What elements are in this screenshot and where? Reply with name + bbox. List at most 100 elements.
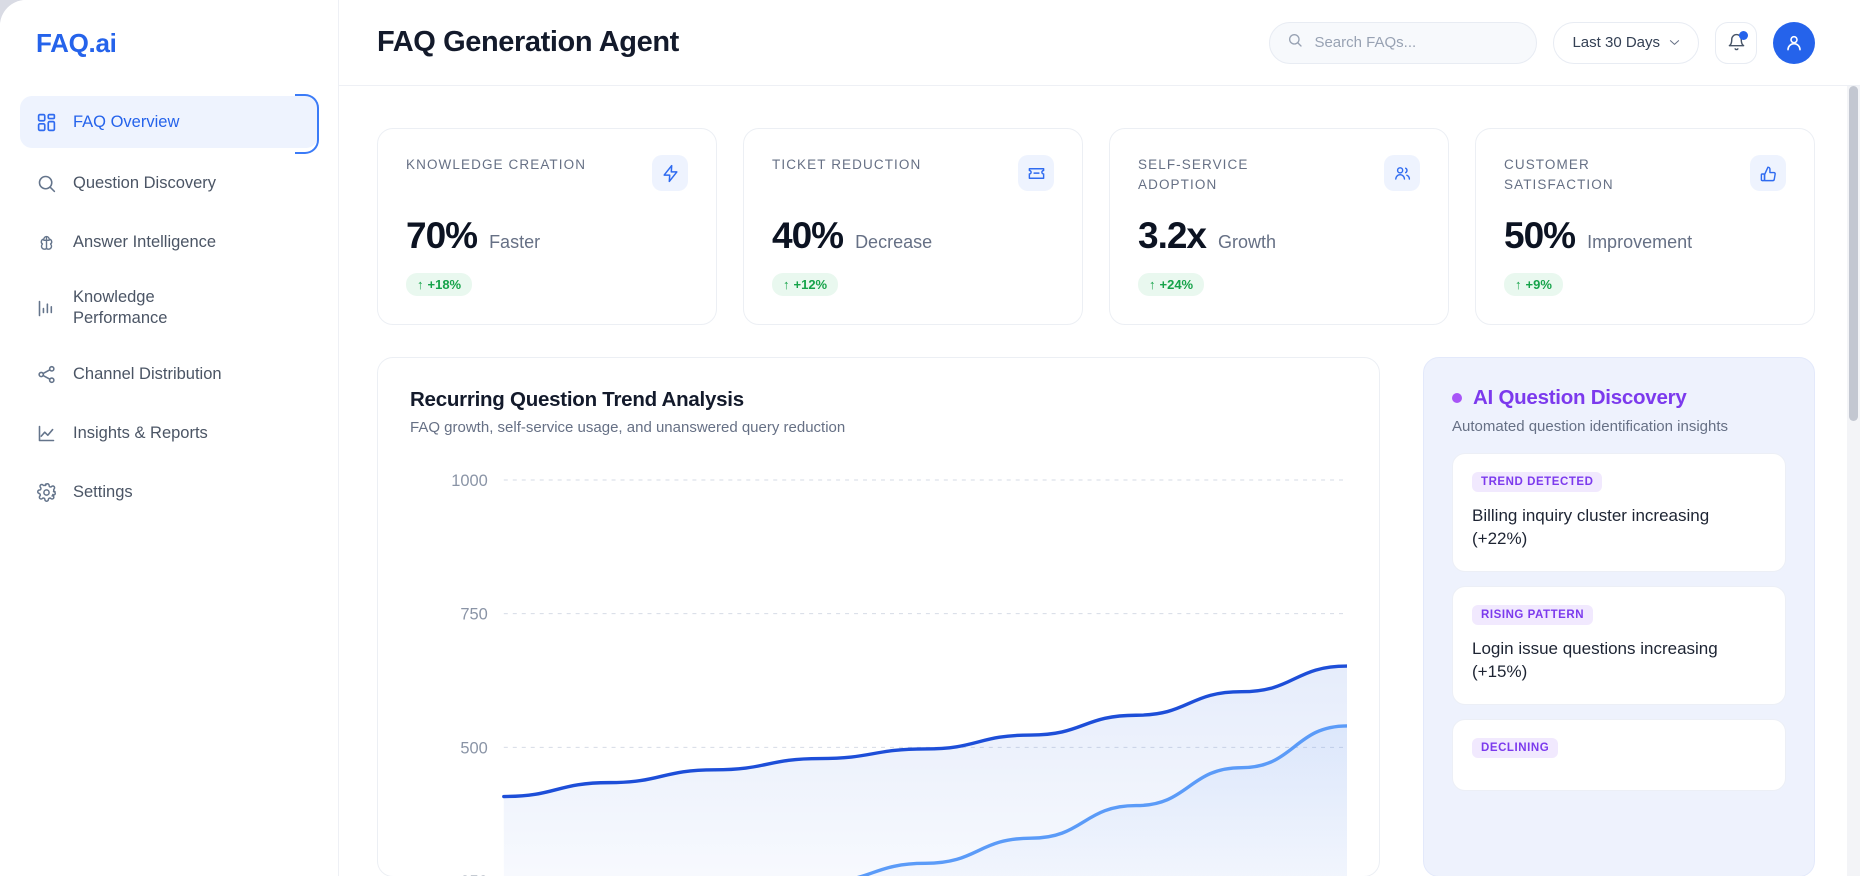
ai-insight-card[interactable]: TREND DETECTED Billing inquiry cluster i…	[1452, 453, 1786, 572]
kpi-delta-badge: ↑ +24%	[1138, 273, 1205, 296]
sidebar-item-answer-intelligence[interactable]: Answer Intelligence	[20, 218, 318, 266]
sidebar-item-label: Insights & Reports	[73, 423, 208, 442]
kpi-delta-value: +24%	[1159, 277, 1194, 292]
kpi-header: Ticket Reduction	[772, 155, 1054, 191]
dashboard-content: Knowledge Creation 70% Faster ↑ +18%	[339, 86, 1860, 876]
y-axis-tick-label: 250	[460, 873, 487, 876]
page-title: FAQ Generation Agent	[377, 26, 679, 58]
ai-panel-header: AI Question Discovery	[1452, 386, 1786, 410]
thumbs-up-icon	[1750, 155, 1786, 191]
topbar: FAQ Generation Agent Last 30 Days	[339, 0, 1860, 86]
notifications-button[interactable]	[1715, 21, 1757, 64]
kpi-delta-badge: ↑ +9%	[1504, 273, 1563, 296]
main-area: FAQ Generation Agent Last 30 Days	[339, 0, 1860, 876]
kpi-value: 50%	[1504, 215, 1576, 256]
sidebar-item-insights-reports[interactable]: Insights & Reports	[20, 409, 318, 457]
kpi-unit: Decrease	[855, 232, 933, 252]
users-icon	[1384, 155, 1420, 191]
kpi-delta-value: +12%	[793, 277, 828, 292]
sidebar-item-knowledge-performance[interactable]: Knowledge Performance	[20, 277, 318, 339]
sidebar-item-channel-distribution[interactable]: Channel Distribution	[20, 350, 318, 398]
scrollbar-thumb[interactable]	[1849, 86, 1858, 421]
kpi-header: Customer Satisfaction	[1504, 155, 1786, 194]
kpi-header: Self-Service Adoption	[1138, 155, 1420, 194]
ai-insight-list: TREND DETECTED Billing inquiry cluster i…	[1452, 453, 1786, 791]
sidebar-item-label: Question Discovery	[73, 173, 217, 192]
sidebar: FAQ.ai FAQ Overview Question Discovery A…	[0, 0, 339, 876]
kpi-value-row: 40% Decrease	[772, 215, 1054, 257]
kpi-unit: Improvement	[1587, 232, 1693, 252]
chart-title: Recurring Question Trend Analysis	[410, 388, 744, 411]
user-icon	[1787, 35, 1801, 50]
arrow-up-icon: ↑	[783, 277, 790, 292]
date-range-selector[interactable]: Last 30 Days	[1553, 21, 1699, 64]
status-badge: RISING PATTERN	[1472, 604, 1594, 625]
grid-icon	[36, 112, 57, 133]
kpi-header: Knowledge Creation	[406, 155, 688, 191]
kpi-card-self-service-adoption: Self-Service Adoption 3.2x Growth ↑ +24%	[1109, 128, 1449, 325]
bell-icon	[1728, 33, 1744, 51]
search-input[interactable]	[1314, 34, 1520, 51]
kpi-label: Knowledge Creation	[406, 157, 587, 172]
chart-line-0	[502, 664, 1347, 799]
sidebar-item-label: Answer Intelligence	[73, 232, 217, 251]
kpi-unit: Growth	[1218, 232, 1277, 252]
line-chart-icon	[36, 423, 57, 444]
chart-area-1	[862, 725, 1347, 876]
lower-row: Recurring Question Trend Analysis FAQ gr…	[377, 357, 1815, 876]
status-dot-icon	[1452, 393, 1462, 403]
sidebar-item-faq-overview[interactable]: FAQ Overview	[20, 94, 319, 154]
status-badge: TREND DETECTED	[1472, 472, 1603, 492]
ticket-icon	[1018, 155, 1054, 191]
share-icon	[36, 364, 57, 385]
y-axis-tick-label: 750	[460, 606, 487, 624]
kpi-value: 40%	[772, 215, 844, 256]
sidebar-nav: FAQ Overview Question Discovery Answer I…	[0, 86, 338, 516]
kpi-value-row: 50% Improvement	[1504, 215, 1786, 257]
bar-chart-icon	[36, 298, 57, 319]
gear-icon	[36, 482, 57, 503]
ai-insight-card[interactable]: RISING PATTERN Login issue questions inc…	[1452, 585, 1786, 705]
search-icon	[1287, 32, 1303, 53]
search-box[interactable]	[1269, 21, 1538, 64]
kpi-card-knowledge-creation: Knowledge Creation 70% Faster ↑ +18%	[377, 128, 717, 325]
brand-name: FAQ.ai	[36, 27, 117, 58]
ai-insight-text: Billing inquiry cluster increasing (+22%…	[1472, 506, 1710, 549]
sidebar-item-label: Channel Distribution	[73, 364, 222, 383]
sidebar-item-label: Knowledge Performance	[73, 287, 168, 327]
trend-chart[interactable]: 250 500 750 1000	[410, 462, 1347, 876]
ai-insight-card[interactable]: DECLINING	[1452, 718, 1786, 791]
notification-badge	[1739, 30, 1748, 40]
kpi-unit: Faster	[489, 232, 541, 252]
sidebar-item-label: FAQ Overview	[73, 112, 180, 131]
y-axis-tick-label: 1000	[451, 472, 488, 490]
avatar[interactable]	[1773, 21, 1815, 64]
brand-logo[interactable]: FAQ.ai	[0, 0, 338, 86]
kpi-value: 70%	[406, 215, 478, 256]
topbar-actions: Last 30 Days	[1269, 21, 1815, 64]
chart-subtitle: FAQ growth, self-service usage, and unan…	[410, 419, 846, 436]
search-icon	[36, 173, 57, 194]
vertical-scrollbar[interactable]	[1847, 86, 1860, 876]
kpi-value-row: 70% Faster	[406, 215, 688, 257]
sidebar-item-settings[interactable]: Settings	[20, 468, 318, 516]
brain-icon	[36, 232, 57, 253]
kpi-card-customer-satisfaction: Customer Satisfaction 50% Improvement ↑ …	[1475, 128, 1815, 325]
trend-chart-svg: 250 500 750 1000	[451, 472, 1347, 876]
kpi-label: Self-Service Adoption	[1138, 157, 1249, 192]
y-axis-tick-label: 500	[460, 739, 487, 757]
chevron-down-icon	[1669, 40, 1680, 45]
kpi-value: 3.2x	[1138, 215, 1207, 256]
chart-line-1	[856, 724, 1347, 876]
arrow-up-icon: ↑	[417, 277, 424, 292]
kpi-delta-badge: ↑ +18%	[406, 273, 473, 296]
sidebar-item-question-discovery[interactable]: Question Discovery	[20, 159, 318, 207]
kpi-delta-value: +18%	[427, 277, 462, 292]
kpi-delta-badge: ↑ +12%	[772, 273, 839, 296]
ai-insight-text: Login issue questions increasing (+15%)	[1472, 638, 1718, 682]
lightning-icon	[652, 155, 688, 191]
chart-card: Recurring Question Trend Analysis FAQ gr…	[377, 357, 1380, 876]
sidebar-item-label: Settings	[73, 482, 133, 501]
kpi-row: Knowledge Creation 70% Faster ↑ +18%	[377, 128, 1815, 325]
